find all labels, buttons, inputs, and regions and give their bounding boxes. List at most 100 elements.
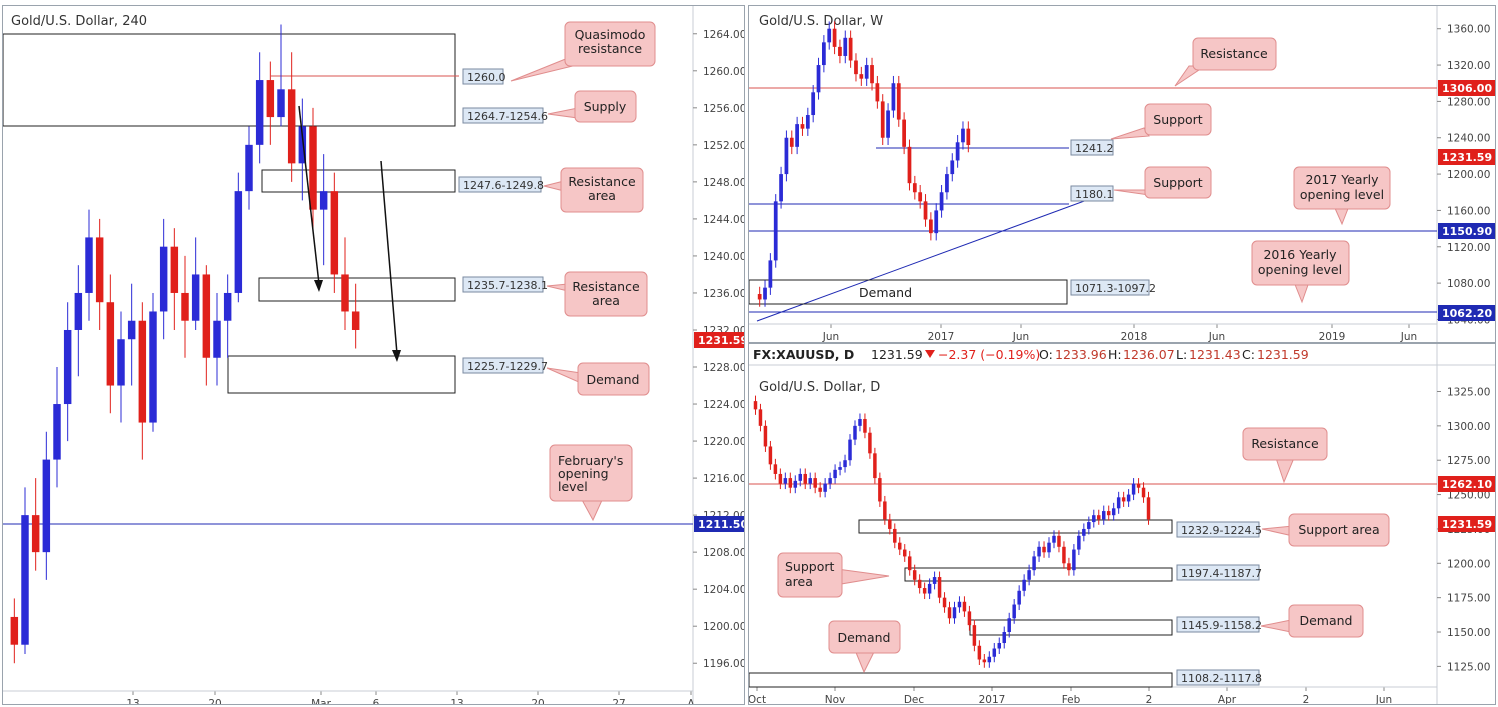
daily-demand-zone-2 bbox=[749, 672, 1173, 688]
candle-body bbox=[753, 401, 758, 410]
y-tick-label: 1256.00 bbox=[703, 103, 745, 115]
candle-body bbox=[1017, 590, 1021, 605]
y-tick-label: 1220.00 bbox=[703, 436, 745, 448]
candle-body bbox=[1077, 535, 1081, 550]
candle-body bbox=[1067, 563, 1071, 571]
candle-body bbox=[955, 142, 960, 161]
x-tick-label: 2019 bbox=[1319, 331, 1346, 343]
x-tick-label: A bbox=[687, 698, 695, 705]
price-tag-4h: 1231.59 bbox=[698, 334, 745, 347]
daily-label-3: 1145.9-1158.2 bbox=[1181, 619, 1262, 632]
candle-body bbox=[1097, 515, 1101, 520]
candle-body bbox=[1111, 508, 1116, 516]
x-tick-label: Oct bbox=[749, 694, 766, 705]
candle-body bbox=[21, 515, 29, 645]
svg-text:Demand: Demand bbox=[1299, 613, 1352, 628]
candle-body bbox=[287, 89, 296, 164]
y-tick-label: 1325.00 bbox=[1447, 386, 1490, 398]
weekly-demand-zone bbox=[749, 279, 1068, 305]
weekly-tag-1150: 1150.90 bbox=[1442, 225, 1492, 238]
candle-body bbox=[952, 607, 957, 619]
candle-body bbox=[848, 37, 853, 61]
y-tick-label: 1228.00 bbox=[703, 362, 745, 374]
candle-body bbox=[858, 418, 862, 426]
candle-body bbox=[832, 28, 837, 47]
daily-demand-zone bbox=[969, 619, 1173, 636]
candle-body bbox=[1116, 497, 1121, 509]
candle-body bbox=[1057, 535, 1061, 547]
weekly-callout-2017: 2017 Yearly opening level bbox=[1293, 166, 1391, 226]
x-tick-label: 20 bbox=[531, 698, 544, 705]
candle-body bbox=[1037, 546, 1041, 557]
x-tick-label: 2 bbox=[1146, 694, 1153, 705]
candle-body bbox=[1032, 556, 1036, 571]
weekly-callout-2016: 2016 Yearly opening level bbox=[1251, 240, 1350, 304]
weekly-label-demand: 1071.3-1097.2 bbox=[1075, 282, 1156, 295]
candle-body bbox=[957, 601, 962, 608]
y-tick-label: 1250.00 bbox=[1447, 490, 1490, 502]
y-tick-label: 1150.00 bbox=[1447, 627, 1490, 639]
svg-text:resistance: resistance bbox=[578, 41, 642, 56]
y-tick-label: 1280.00 bbox=[1447, 96, 1490, 108]
candle-body bbox=[1141, 487, 1146, 498]
x-tick-label: Jun bbox=[822, 331, 839, 343]
daily-tag-1262: 1262.10 bbox=[1442, 478, 1492, 491]
callout-demand: Demand bbox=[546, 362, 650, 396]
candle-body bbox=[898, 542, 902, 550]
candle-body bbox=[788, 478, 793, 488]
candle-body bbox=[822, 42, 826, 66]
daily-callout-resistance: Resistance bbox=[1242, 427, 1328, 484]
chart-daily[interactable]: FX:XAUUSD, D 1231.59 −2.37 (−0.19%) O: 1… bbox=[749, 344, 1496, 705]
candle-body bbox=[127, 320, 136, 340]
candle-body bbox=[982, 659, 987, 663]
svg-text:Supply: Supply bbox=[584, 99, 627, 114]
arrow-2 bbox=[380, 160, 398, 355]
svg-text:O:: O: bbox=[1039, 347, 1053, 362]
y-tick-label: 1236.00 bbox=[703, 288, 745, 300]
candle-body bbox=[138, 320, 147, 423]
candle-body bbox=[902, 549, 907, 557]
svg-text:opening: opening bbox=[558, 466, 609, 481]
callout-resistance-2: Resistance area bbox=[546, 271, 648, 317]
candle-body bbox=[181, 292, 189, 321]
candle-body bbox=[213, 320, 221, 358]
candle-body bbox=[922, 588, 927, 594]
x-tick-label: Apr bbox=[1218, 694, 1237, 705]
candle-body bbox=[961, 128, 965, 143]
svg-text:2016 Yearly: 2016 Yearly bbox=[1263, 247, 1337, 262]
candle-body bbox=[1072, 549, 1076, 571]
candle-body bbox=[997, 643, 1002, 649]
y-tick-label: 1200.00 bbox=[703, 621, 745, 633]
candle-body bbox=[53, 404, 61, 460]
weekly-tag-1062: 1062.20 bbox=[1442, 307, 1492, 320]
y-tick-label: 1160.00 bbox=[1447, 205, 1490, 217]
candle-body bbox=[245, 144, 253, 192]
chart-weekly[interactable]: Gold/U.S. Dollar, W 1360.00 1320.00 1280.0… bbox=[749, 6, 1496, 343]
y-tick-label: 1175.00 bbox=[1447, 593, 1490, 605]
svg-text:level: level bbox=[558, 479, 588, 494]
candle-body bbox=[149, 311, 157, 423]
y-tick-label: 1200.00 bbox=[1447, 169, 1490, 181]
candle-body bbox=[987, 656, 992, 663]
candle-body bbox=[1002, 632, 1006, 644]
candle-body bbox=[902, 119, 906, 147]
candle-body bbox=[757, 294, 762, 300]
candle-body bbox=[763, 287, 767, 300]
candle-body bbox=[266, 80, 275, 118]
candle-body bbox=[972, 625, 977, 646]
chart-4h[interactable]: Gold/U.S. Dollar, 240 1264.00 1260.00 1256… bbox=[3, 6, 745, 705]
candle-body bbox=[967, 611, 972, 626]
daily-price-tag: 1231.59 bbox=[1442, 518, 1492, 531]
candle-body bbox=[823, 483, 827, 492]
candle-body bbox=[773, 464, 778, 474]
ticker-low: 1231.43 bbox=[1189, 347, 1241, 362]
x-tick-label: Feb bbox=[1062, 694, 1081, 705]
svg-text:Demand: Demand bbox=[586, 372, 639, 387]
y-tick-label: 1204.00 bbox=[703, 584, 745, 596]
resistance-zone-1 bbox=[261, 169, 456, 193]
y-tick-label: 1264.00 bbox=[703, 29, 745, 41]
y-tick-label: 1208.00 bbox=[703, 547, 745, 559]
candle-body bbox=[816, 65, 821, 93]
svg-text:area: area bbox=[588, 188, 616, 203]
y-tick-label: 1240.00 bbox=[1447, 133, 1490, 145]
